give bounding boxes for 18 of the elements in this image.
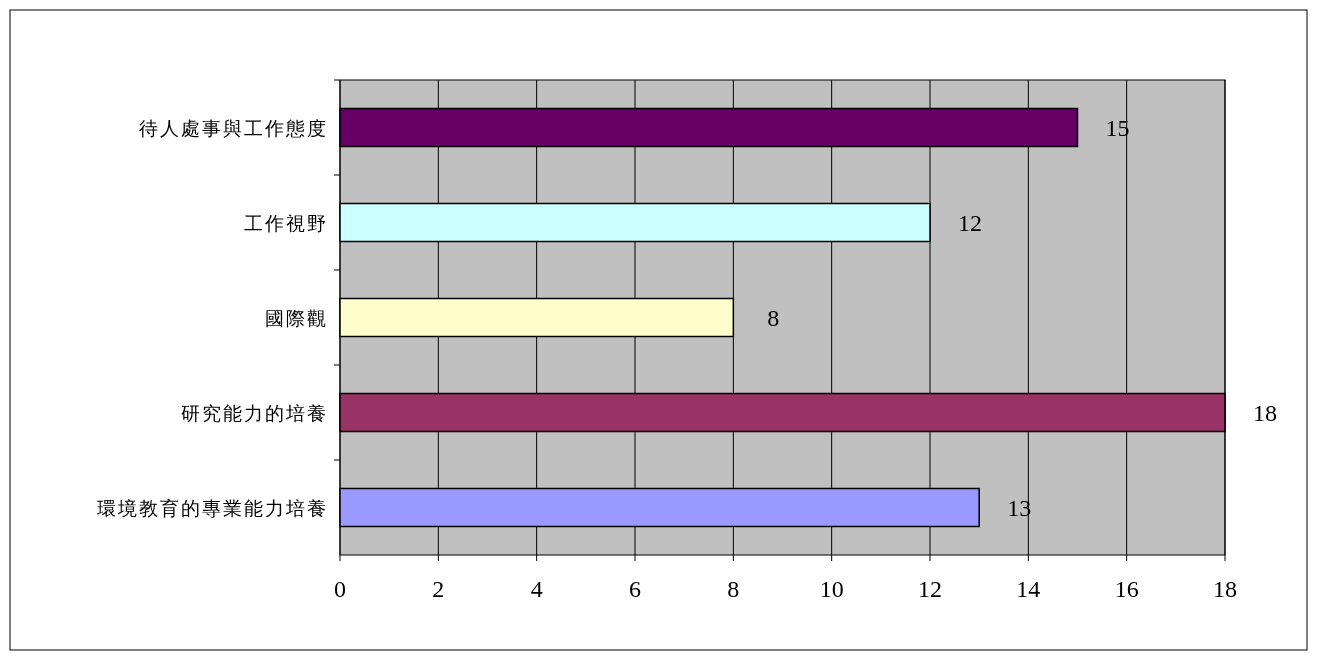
x-tick-label: 18 [1213,576,1237,602]
x-tick-label: 4 [530,576,543,602]
data-label: 18 [1253,399,1277,426]
y-tick-label: 國際觀 [265,307,328,329]
x-tick-label: 14 [1016,576,1041,602]
x-tick-label: 16 [1114,576,1139,602]
y-tick-label: 研究能力的培養 [181,402,328,424]
x-tick-label: 2 [432,576,445,602]
data-label: 8 [767,304,780,331]
x-tick-label: 0 [334,576,346,602]
x-tick-label: 12 [918,576,942,602]
x-tick-label: 8 [727,576,740,602]
data-label: 12 [958,209,982,236]
y-tick-label: 工作視野 [244,212,328,234]
x-tick-label: 10 [819,576,844,602]
x-tick-label: 6 [629,576,641,602]
y-tick-label: 環境教育的專業能力培養 [97,497,328,519]
y-tick-label: 待人處事與工作態度 [139,117,328,139]
